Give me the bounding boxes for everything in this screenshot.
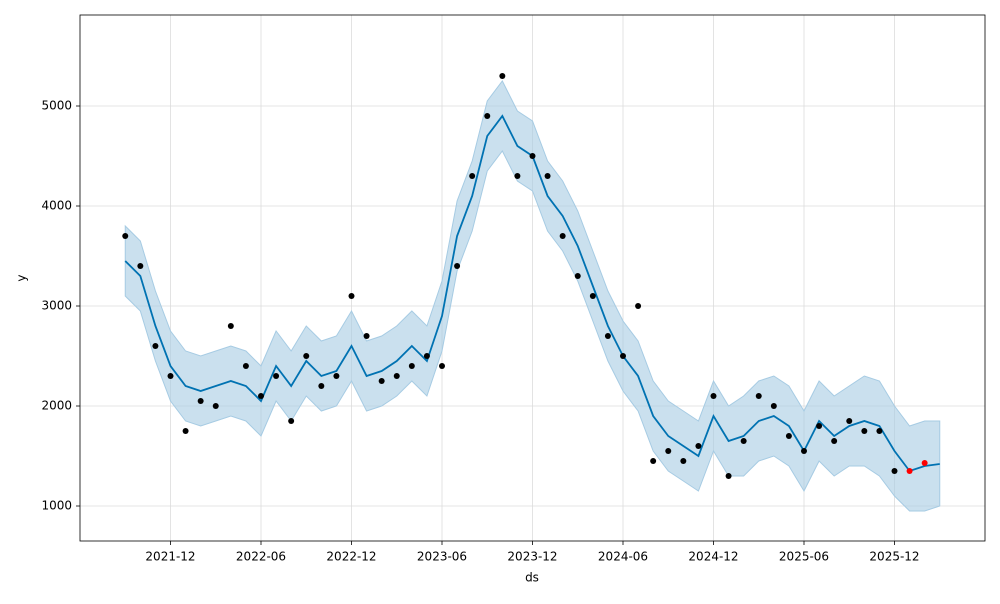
observed-point (333, 373, 340, 379)
observed-point (710, 393, 717, 399)
x-axis-label: ds (525, 571, 539, 585)
observed-point (152, 343, 159, 349)
observed-point (348, 293, 355, 299)
observed-point (650, 458, 657, 464)
observed-point (831, 438, 838, 444)
observed-point (499, 73, 506, 79)
observed-point (242, 363, 249, 369)
observed-point (363, 333, 370, 339)
observed-point (589, 293, 596, 299)
x-tick-label: 2025-12 (869, 550, 919, 564)
observed-point (665, 448, 672, 454)
observed-point (544, 173, 551, 179)
observed-point (137, 263, 144, 269)
observed-point (604, 333, 611, 339)
observed-point (876, 428, 883, 434)
observed-point (680, 458, 687, 464)
observed-point (212, 403, 219, 409)
observed-point (318, 383, 325, 389)
holdout-point (906, 468, 913, 474)
x-tick-label: 2023-12 (507, 550, 557, 564)
y-tick-label: 1000 (41, 499, 72, 513)
observed-point (635, 303, 642, 309)
observed-point (620, 353, 626, 359)
observed-point (423, 353, 430, 359)
x-tick-label: 2022-06 (236, 550, 286, 564)
observed-point (258, 393, 264, 399)
observed-point (574, 273, 581, 279)
observed-point (801, 448, 807, 454)
y-tick-label: 4000 (41, 199, 72, 213)
observed-point (484, 113, 491, 119)
x-tick-label: 2021-12 (145, 550, 195, 564)
x-tick-label: 2022-12 (326, 550, 376, 564)
observed-point (378, 378, 385, 384)
observed-point (785, 433, 792, 439)
observed-point (770, 403, 777, 409)
observed-point (454, 263, 461, 269)
y-axis-label: y (15, 274, 29, 281)
observed-point (740, 438, 747, 444)
x-tick-label: 2024-12 (688, 550, 738, 564)
observed-point (755, 393, 762, 399)
observed-point (469, 173, 476, 179)
observed-point (559, 233, 566, 239)
observed-point (182, 428, 189, 434)
observed-point (227, 323, 234, 329)
holdout-point (921, 460, 928, 466)
observed-point (529, 153, 536, 159)
y-tick-label: 3000 (41, 299, 72, 313)
observed-point (846, 418, 853, 424)
x-tick-label: 2025-06 (779, 550, 829, 564)
observed-point (273, 373, 280, 379)
observed-point (303, 353, 310, 359)
observed-point (288, 418, 295, 424)
observed-point (439, 363, 445, 369)
x-tick-label: 2023-06 (417, 550, 467, 564)
observed-point (891, 468, 898, 474)
observed-point (167, 373, 174, 379)
observed-point (514, 173, 521, 179)
uncertainty-band (124, 80, 941, 512)
observed-point (408, 363, 415, 369)
observed-point (393, 373, 400, 379)
x-tick-label: 2024-06 (598, 550, 648, 564)
y-tick-label: 5000 (41, 99, 72, 113)
observed-point (197, 398, 204, 404)
observed-point (122, 233, 129, 239)
y-tick-label: 2000 (41, 399, 72, 413)
observed-point (861, 428, 868, 434)
observed-point (725, 473, 732, 479)
observed-point (695, 443, 702, 449)
observed-point (816, 423, 823, 429)
